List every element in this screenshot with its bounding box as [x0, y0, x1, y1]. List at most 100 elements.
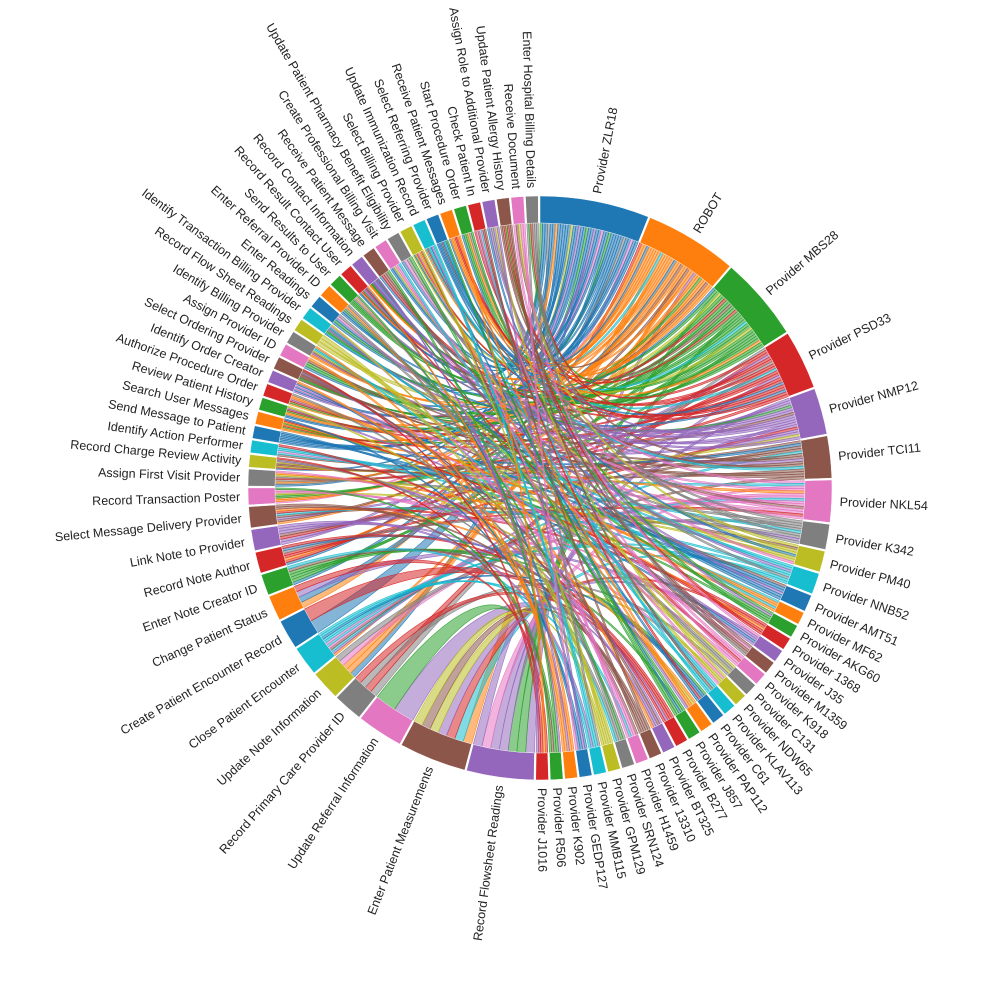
- arc-assign-provider-id[interactable]: [279, 343, 310, 369]
- label-close-patient-encounter: Close Patient Encounter: [186, 661, 303, 752]
- arc-enter-hospital-billing-details[interactable]: [525, 195, 539, 224]
- arc-update-patient-pharmacy-benefit-eligibility[interactable]: [387, 232, 412, 263]
- arc-provider-nkl54[interactable]: [802, 479, 833, 523]
- arc-select-message-delivery-provider[interactable]: [248, 504, 278, 529]
- label-provider-r506: Provider R506: [550, 787, 569, 868]
- label-record-flowsheet-readings: Record Flowsheet Readings: [471, 784, 506, 941]
- label-provider-psd33: Provider PSD33: [807, 311, 894, 363]
- ribbon-provider-c61-to-update-immunization-record: [430, 245, 700, 702]
- arc-check-patient-in[interactable]: [467, 201, 487, 232]
- arc-record-contact-information[interactable]: [351, 256, 379, 286]
- arc-provider-c61[interactable]: [696, 693, 724, 724]
- label-enter-hospital-billing-details: Enter Hospital Billing Details: [520, 31, 538, 188]
- label-enter-patient-measurements: Enter Patient Measurements: [365, 764, 436, 916]
- chord-ribbons: [274, 222, 806, 754]
- arc-provider-ndw65[interactable]: [717, 676, 746, 705]
- arc-update-referral-information[interactable]: [360, 696, 414, 745]
- arc-record-primary-care-provider-id[interactable]: [336, 677, 377, 718]
- arc-enter-note-creator-id[interactable]: [260, 566, 294, 596]
- arc-identify-order-creator[interactable]: [267, 369, 298, 393]
- arc-provider-nmp12[interactable]: [788, 388, 828, 440]
- arc-change-patient-status[interactable]: [268, 586, 304, 621]
- arc-select-referring-provider[interactable]: [425, 213, 448, 245]
- label-record-transaction-poster: Record Transaction Poster: [92, 490, 240, 508]
- label-provider-mbs28: Provider MBS28: [763, 228, 841, 298]
- arc-start-procedure-order[interactable]: [453, 205, 474, 236]
- label-provider-zlr18: Provider ZLR18: [590, 106, 620, 195]
- arc-provider-zlr18[interactable]: [539, 195, 649, 243]
- arc-provider-bt325[interactable]: [651, 722, 675, 754]
- arc-assign-role-to-additional-provider[interactable]: [481, 199, 500, 229]
- arc-provider-pap112[interactable]: [686, 701, 713, 732]
- arc-provider-1368[interactable]: [760, 624, 791, 650]
- arc-provider-akg60[interactable]: [767, 612, 798, 638]
- arc-update-note-information[interactable]: [314, 656, 355, 697]
- arc-enter-referral-provider-id[interactable]: [320, 285, 350, 314]
- arc-provider-k918[interactable]: [736, 656, 766, 685]
- arc-search-user-messages[interactable]: [254, 411, 285, 431]
- arc-provider-mbs28[interactable]: [713, 267, 788, 347]
- arc-record-flow-sheet-readings[interactable]: [293, 319, 324, 346]
- arc-update-patient-allergy-history[interactable]: [496, 197, 513, 227]
- arc-review-patient-history[interactable]: [258, 397, 289, 418]
- arc-provider-psd33[interactable]: [764, 333, 815, 397]
- arc-record-flowsheet-readings[interactable]: [466, 744, 535, 781]
- label-provider-j1016: Provider J1016: [535, 788, 550, 872]
- arc-receive-document[interactable]: [510, 196, 526, 225]
- arc-provider-mf62[interactable]: [774, 600, 805, 625]
- arc-provider-13310[interactable]: [639, 728, 662, 759]
- arc-authorize-procedure-order[interactable]: [262, 383, 293, 405]
- arc-provider-amt51[interactable]: [779, 585, 812, 612]
- arc-provider-srn124[interactable]: [614, 738, 635, 769]
- arc-provider-nnb52[interactable]: [786, 565, 820, 595]
- arc-record-result-contact-user[interactable]: [340, 265, 369, 295]
- arc-provider-j35[interactable]: [752, 635, 783, 662]
- label-update-note-information: Update Note Information: [214, 686, 324, 788]
- arc-select-ordering-provider[interactable]: [273, 356, 304, 381]
- label-assign-first-visit-provider: Assign First Visit Provider: [98, 466, 241, 485]
- arc-assign-first-visit-provider[interactable]: [247, 468, 276, 487]
- ribbon-provider-13310-to-check-patient-in: [483, 228, 651, 731]
- arc-close-patient-encounter[interactable]: [295, 633, 336, 674]
- arc-provider-tci11[interactable]: [800, 435, 833, 480]
- arc-send-results-to-user[interactable]: [330, 275, 359, 304]
- arc-record-note-author[interactable]: [254, 546, 287, 574]
- arc-provider-mmb115[interactable]: [588, 745, 607, 776]
- arc-select-billing-provider[interactable]: [399, 225, 424, 256]
- arc-create-professional-billing-visit[interactable]: [374, 239, 401, 270]
- arc-provider-m1359[interactable]: [744, 646, 775, 674]
- arc-link-note-to-provider[interactable]: [250, 525, 282, 552]
- arc-record-charge-review-activity[interactable]: [248, 454, 278, 470]
- label-provider-tci11: Provider TCI11: [838, 441, 922, 464]
- arc-provider-gedp127[interactable]: [575, 748, 593, 778]
- arc-provider-klav113[interactable]: [707, 685, 735, 715]
- arc-provider-c131[interactable]: [727, 666, 756, 695]
- arc-send-message-to-patient[interactable]: [251, 425, 282, 444]
- label-provider-nmp12: Provider NMP12: [828, 378, 920, 416]
- arc-provider-gpm129[interactable]: [601, 742, 621, 773]
- arc-provider-k902[interactable]: [562, 750, 578, 780]
- chord-arcs: [247, 195, 833, 781]
- arc-provider-pm40[interactable]: [793, 545, 826, 573]
- arc-identify-action-performer[interactable]: [249, 439, 279, 457]
- arc-create-patient-encounter-record[interactable]: [279, 608, 319, 648]
- arc-provider-j1016[interactable]: [535, 752, 549, 781]
- arc-update-immunization-record[interactable]: [412, 219, 436, 250]
- arc-identify-transaction-billing-provider[interactable]: [302, 307, 332, 335]
- arc-robot[interactable]: [639, 217, 731, 288]
- arc-receive-patient-messages[interactable]: [439, 209, 461, 240]
- arc-enter-patient-measurements[interactable]: [401, 720, 472, 771]
- label-provider-nkl54: Provider NKL54: [839, 495, 928, 513]
- arc-identify-billing-provider[interactable]: [286, 331, 317, 357]
- arc-record-transaction-poster[interactable]: [247, 487, 276, 506]
- arc-provider-h1459[interactable]: [626, 733, 649, 765]
- ribbon-robot-to-receive-patient-messages: [451, 237, 713, 377]
- arc-provider-k342[interactable]: [798, 520, 831, 550]
- arc-enter-readings[interactable]: [310, 296, 341, 324]
- arc-receive-patient-message[interactable]: [362, 247, 390, 278]
- ribbon-provider-mmb115-to-enter-hospital-billing-details: [536, 222, 601, 747]
- arc-provider-b277[interactable]: [663, 716, 688, 747]
- arc-provider-j857[interactable]: [674, 709, 701, 740]
- arc-provider-r506[interactable]: [549, 751, 564, 781]
